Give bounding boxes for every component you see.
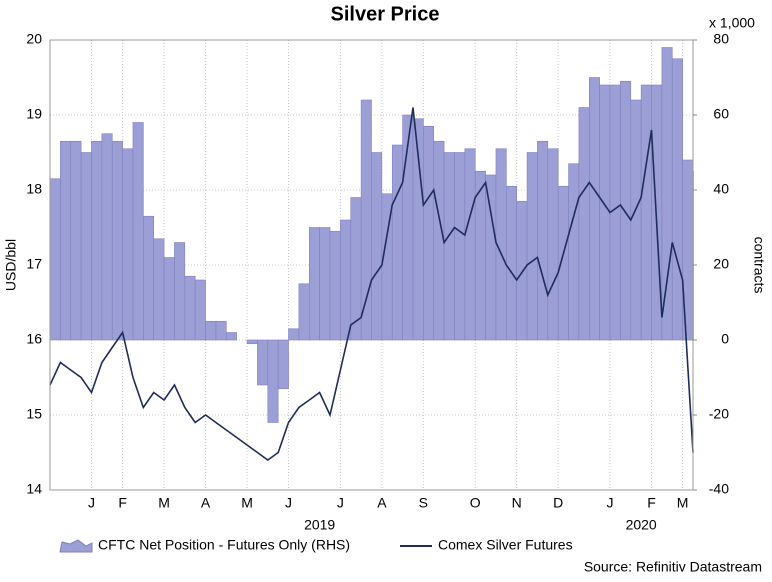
area-step bbox=[298, 283, 310, 341]
area-step bbox=[308, 227, 320, 341]
y2-tick-label: 60 bbox=[713, 106, 729, 122]
area-step bbox=[360, 99, 372, 341]
area-step bbox=[329, 230, 341, 341]
area-step bbox=[340, 219, 352, 341]
area-step bbox=[132, 122, 144, 341]
area-step bbox=[111, 140, 123, 341]
area-step bbox=[630, 99, 642, 341]
area-step bbox=[246, 339, 258, 345]
y2-unit: x 1,000 bbox=[709, 15, 755, 31]
legend-label: Comex Silver Futures bbox=[438, 537, 573, 553]
x-tick-label: F bbox=[118, 495, 127, 511]
area-step bbox=[620, 80, 632, 341]
area-step bbox=[588, 77, 600, 341]
x-tick-label: J bbox=[88, 495, 95, 511]
x-tick-label: M bbox=[158, 495, 170, 511]
x-group-label: 2019 bbox=[304, 517, 335, 533]
area-step bbox=[661, 47, 673, 341]
area-step bbox=[194, 279, 206, 341]
area-step bbox=[205, 320, 217, 341]
y-tick-label: 19 bbox=[26, 106, 42, 122]
area-step bbox=[163, 257, 175, 341]
area-step bbox=[143, 215, 155, 341]
area-step bbox=[91, 140, 103, 341]
x-tick-label: O bbox=[470, 495, 481, 511]
area-step bbox=[526, 152, 538, 341]
area-step bbox=[506, 185, 517, 341]
area-step bbox=[578, 107, 590, 341]
x-tick-label: J bbox=[607, 495, 614, 511]
legend-swatch bbox=[59, 539, 93, 553]
y2-tick-label: 80 bbox=[713, 31, 729, 47]
y-axis-label: USD/bbl bbox=[3, 239, 19, 291]
area-step bbox=[599, 84, 611, 341]
y-tick-label: 17 bbox=[26, 256, 42, 272]
area-step bbox=[640, 84, 652, 341]
chart-title: Silver Price bbox=[331, 3, 440, 25]
area-step bbox=[153, 238, 165, 341]
area-step bbox=[319, 227, 331, 341]
y-tick-label: 14 bbox=[26, 481, 42, 497]
x-tick-label: N bbox=[512, 495, 522, 511]
y2-tick-label: -40 bbox=[709, 481, 729, 497]
x-tick-label: A bbox=[377, 495, 387, 511]
area-step bbox=[288, 328, 300, 341]
y-tick-label: 16 bbox=[26, 331, 42, 347]
y2-tick-label: -20 bbox=[709, 406, 729, 422]
area-step bbox=[277, 339, 289, 390]
y-tick-label: 15 bbox=[26, 406, 42, 422]
x-tick-label: J bbox=[337, 495, 344, 511]
area-step bbox=[122, 148, 134, 341]
source: Source: Refinitiv Datastream bbox=[584, 559, 762, 575]
area-step bbox=[80, 152, 92, 341]
area-step bbox=[568, 163, 580, 341]
area-step bbox=[174, 242, 186, 341]
plot-frame bbox=[49, 39, 694, 491]
x-tick-label: M bbox=[677, 495, 689, 511]
area-step bbox=[454, 152, 466, 341]
area-step bbox=[443, 152, 455, 341]
y2-tick-label: 0 bbox=[721, 331, 729, 347]
area-step bbox=[537, 140, 549, 341]
area-step bbox=[184, 275, 196, 341]
area-step bbox=[226, 332, 237, 341]
area-step bbox=[267, 339, 279, 423]
area-step bbox=[433, 140, 445, 341]
area-step bbox=[485, 174, 497, 341]
area-step bbox=[464, 148, 476, 341]
y-tick-label: 20 bbox=[26, 31, 42, 47]
area-step bbox=[60, 140, 72, 341]
area-step bbox=[49, 178, 61, 341]
x-group-label: 2020 bbox=[626, 517, 657, 533]
area-step bbox=[371, 152, 383, 341]
area-step bbox=[557, 185, 569, 341]
area-step bbox=[70, 140, 82, 341]
x-tick-label: D bbox=[553, 495, 563, 511]
area-step bbox=[257, 339, 269, 386]
x-tick-label: S bbox=[419, 495, 428, 511]
area-step bbox=[101, 133, 113, 341]
y-tick-label: 18 bbox=[26, 181, 42, 197]
legend-label: CFTC Net Position - Futures Only (RHS) bbox=[98, 537, 350, 553]
x-tick-label: F bbox=[647, 495, 656, 511]
x-tick-label: J bbox=[285, 495, 292, 511]
area-step bbox=[423, 125, 435, 341]
area-step bbox=[516, 200, 528, 341]
area-step bbox=[671, 58, 683, 341]
x-tick-label: A bbox=[201, 495, 211, 511]
line bbox=[49, 107, 694, 461]
y2-tick-label: 20 bbox=[713, 256, 729, 272]
area-step bbox=[391, 144, 403, 341]
y2-axis-label: contracts bbox=[751, 237, 767, 294]
area-step bbox=[547, 148, 559, 341]
y2-tick-label: 40 bbox=[713, 181, 729, 197]
x-tick-label: M bbox=[241, 495, 253, 511]
area-step bbox=[609, 84, 621, 341]
area-step bbox=[215, 320, 227, 341]
